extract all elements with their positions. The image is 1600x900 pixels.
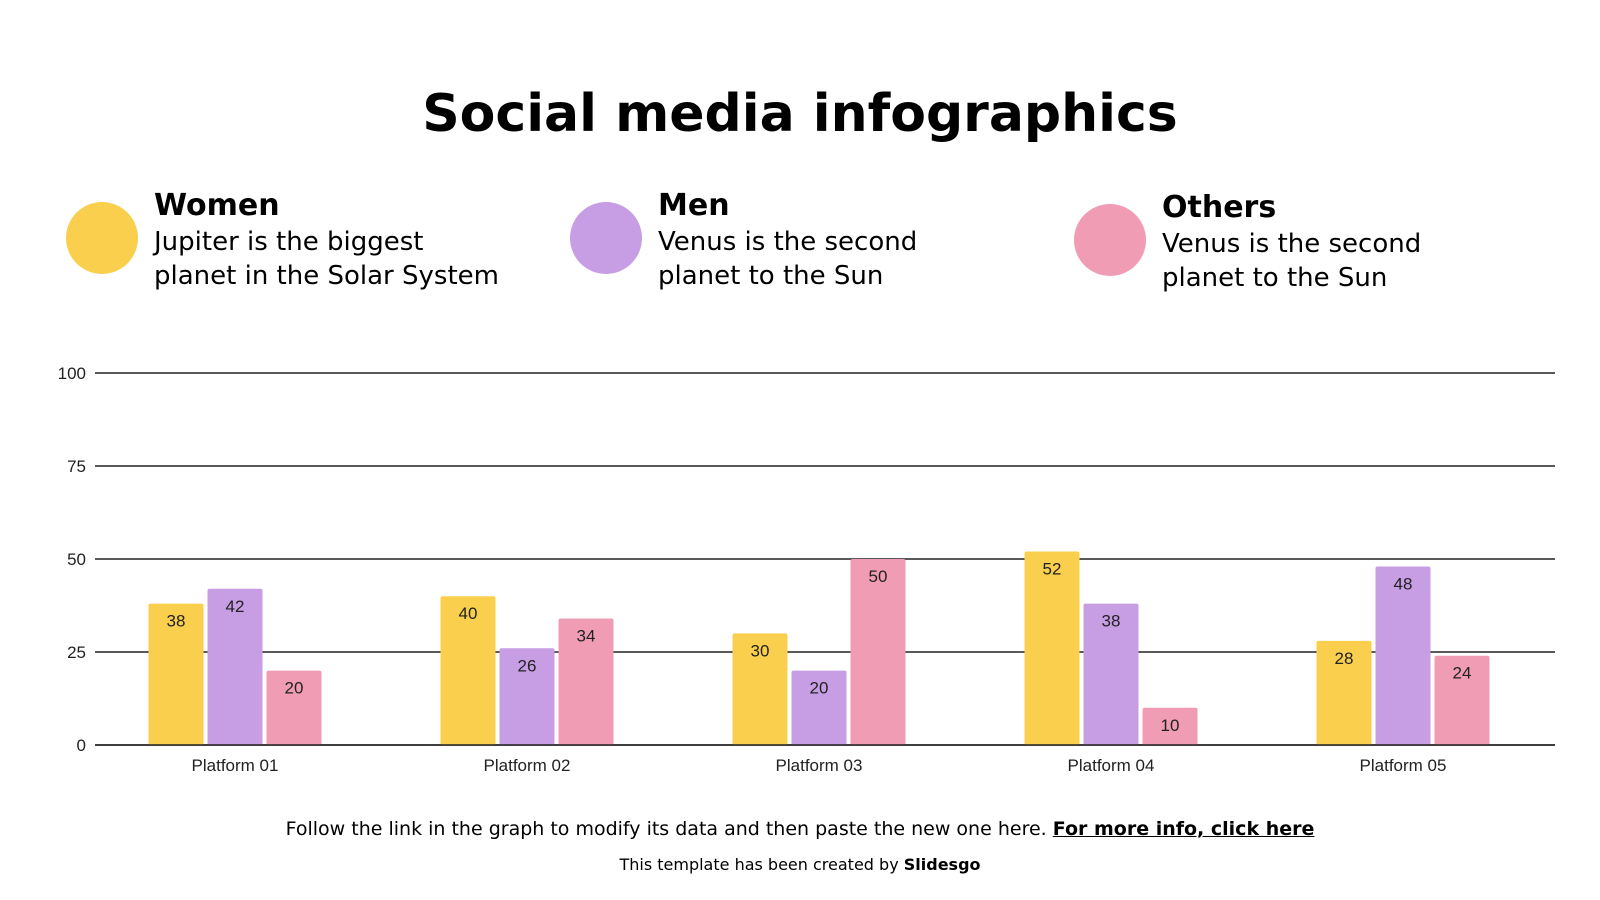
bar-data-label: 34: [577, 627, 596, 646]
bar-women: [440, 596, 496, 745]
bar-chart[interactable]: 0 25 50 75 100 38 42 20 Platform 01 40 26 34 Platfor…: [0, 340, 1600, 780]
bar-men: [1375, 566, 1431, 745]
footer-text: Follow the link in the graph to modify i…: [285, 818, 1047, 840]
bar-data-label: 24: [1453, 664, 1472, 683]
legend-desc-line: planet to the Sun: [1162, 263, 1388, 293]
legend-dot-icon: [66, 202, 138, 274]
footer-instructions: Follow the link in the graph to modify i…: [0, 818, 1600, 840]
bar-data-label: 30: [751, 641, 770, 660]
bar-others: [266, 670, 322, 745]
bar-data-label: 10: [1161, 716, 1180, 735]
legend-dot-icon: [570, 202, 642, 274]
bar-others: [850, 559, 906, 745]
bar-women: [1316, 640, 1372, 745]
legend-title: Others: [1162, 190, 1277, 225]
bar-data-label: 50: [869, 567, 888, 586]
y-tick-label: 75: [67, 457, 86, 476]
bar-men: [1083, 603, 1139, 745]
y-tick-label: 100: [58, 364, 86, 383]
legend-desc-line: planet in the Solar System: [154, 261, 499, 291]
legend-desc-line: Venus is the second: [658, 227, 918, 257]
credit-text: This template has been created by: [619, 855, 899, 874]
bar-data-label: 28: [1335, 649, 1354, 668]
bar-data-label: 20: [285, 679, 304, 698]
y-tick-label: 0: [77, 736, 86, 755]
legend-dot-icon: [1074, 204, 1146, 276]
legend-desc-line: Jupiter is the biggest: [154, 227, 424, 257]
x-tick-label: Platform 05: [1360, 756, 1447, 775]
bar-others: [1142, 707, 1198, 745]
page-title: Social media infographics: [422, 84, 1178, 144]
legend-title: Men: [658, 188, 730, 223]
brand-name: Slidesgo: [903, 855, 981, 874]
y-tick-label: 50: [67, 550, 86, 569]
more-info-link[interactable]: For more info, click here: [1052, 818, 1315, 840]
bar-others: [558, 618, 614, 745]
x-tick-label: Platform 03: [776, 756, 863, 775]
bar-data-label: 42: [226, 597, 245, 616]
bar-data-label: 52: [1043, 560, 1062, 579]
bar-data-label: 40: [459, 604, 478, 623]
bar-men: [207, 588, 263, 745]
bar-data-label: 26: [518, 656, 537, 675]
x-tick-label: Platform 04: [1068, 756, 1155, 775]
legend-desc-line: planet to the Sun: [658, 261, 884, 291]
footer-credit: This template has been created by Slides…: [0, 855, 1600, 874]
bar-data-label: 48: [1394, 574, 1413, 593]
bar-women: [732, 633, 788, 745]
bar-women: [148, 603, 204, 745]
bar-others: [1434, 655, 1490, 745]
bar-data-label: 38: [167, 612, 186, 631]
y-tick-label: 25: [67, 643, 86, 662]
legend-desc-line: Venus is the second: [1162, 229, 1422, 259]
bar-women: [1024, 551, 1080, 745]
x-tick-label: Platform 01: [192, 756, 279, 775]
legend-title: Women: [154, 188, 280, 223]
bar-data-label: 20: [810, 679, 829, 698]
bar-men: [499, 648, 555, 745]
bar-data-label: 38: [1102, 612, 1121, 631]
x-tick-label: Platform 02: [484, 756, 571, 775]
bar-men: [791, 670, 847, 745]
